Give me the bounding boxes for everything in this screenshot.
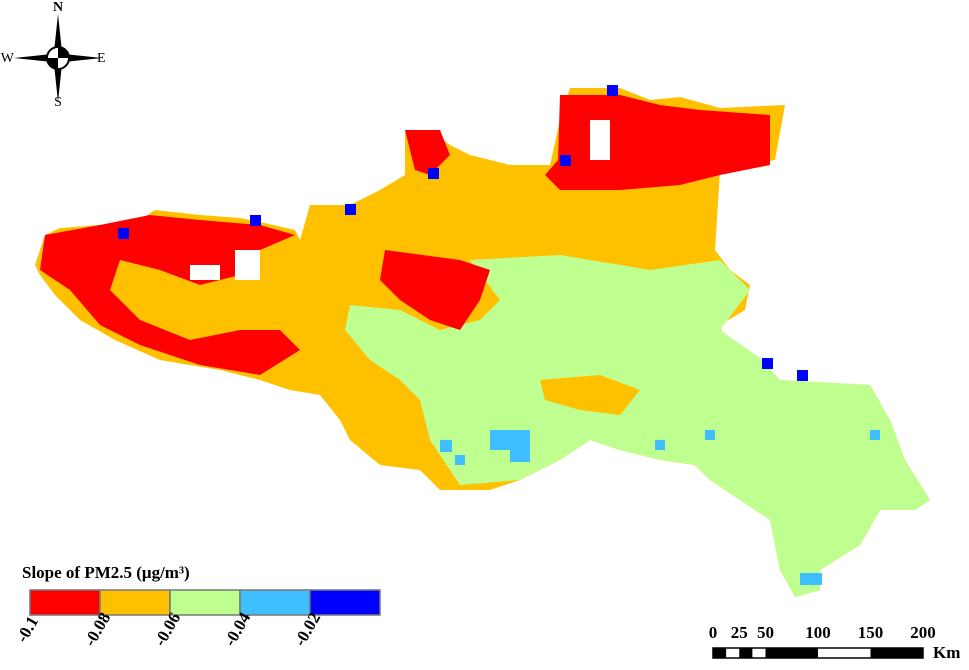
scale-unit: Km — [933, 643, 960, 662]
no-data — [235, 250, 260, 280]
scale-bar-segment — [765, 648, 818, 658]
legend-swatch — [169, 589, 241, 616]
region-red — [380, 250, 490, 330]
legend: -0.1 -0.08 -0.06 -0.04 -0.02 — [12, 589, 381, 649]
no-data — [190, 265, 220, 280]
region-green — [345, 255, 930, 597]
scale-label: 150 — [858, 623, 884, 642]
legend-swatch — [309, 589, 381, 616]
scale-bar-segment — [713, 648, 727, 658]
scale-label: 25 — [731, 623, 748, 642]
scale-label: 50 — [757, 623, 774, 642]
scale-label: 200 — [910, 623, 936, 642]
scale-label: 0 — [709, 623, 718, 642]
legend-label: -0.1 — [12, 613, 42, 646]
scale-bar-segment — [739, 648, 753, 658]
compass: N S W E — [1, 0, 106, 110]
compass-s: S — [54, 95, 62, 110]
region-red — [545, 95, 770, 190]
light-blue-cells — [440, 430, 880, 585]
legend-title: Slope of PM2.5 (μg/m³) — [22, 563, 190, 582]
compass-e: E — [97, 51, 106, 66]
region-orange-patch — [540, 375, 640, 415]
region-red — [405, 130, 450, 175]
blue-cells — [118, 85, 808, 381]
scale-bar-segment — [870, 648, 923, 658]
compass-w: W — [1, 51, 15, 66]
compass-n: N — [53, 0, 63, 15]
map — [35, 85, 930, 597]
no-data — [590, 120, 610, 160]
legend-swatch — [99, 589, 171, 616]
legend-swatch — [29, 589, 101, 616]
legend-swatch — [239, 589, 311, 616]
scale-label: 100 — [805, 623, 831, 642]
